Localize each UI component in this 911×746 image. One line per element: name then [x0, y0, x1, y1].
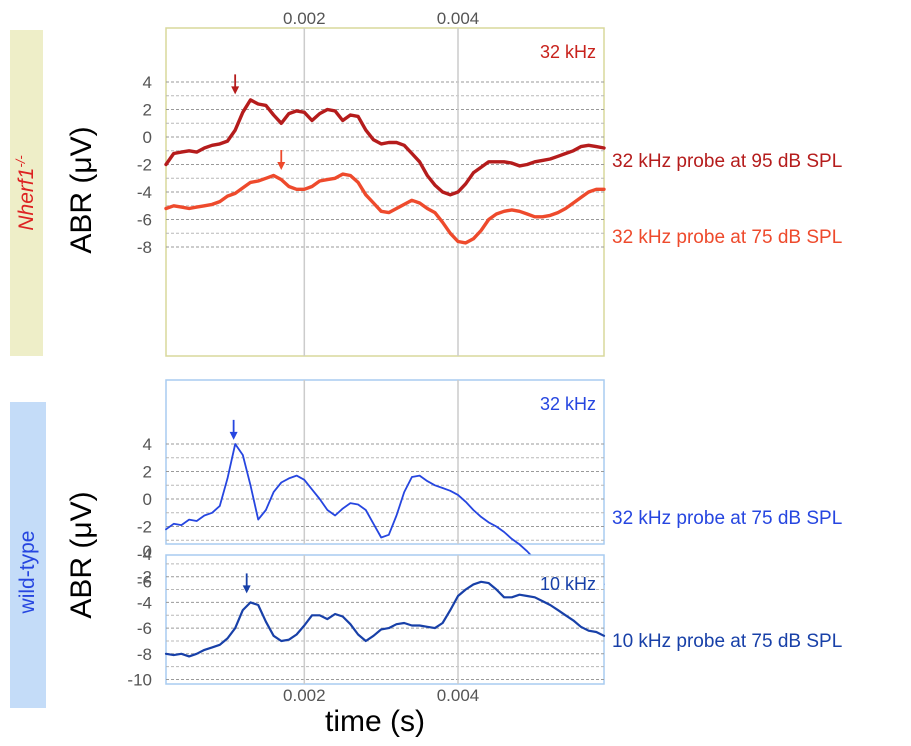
wildtype-group-band [10, 402, 46, 708]
y-tick-label: 0 [143, 542, 152, 561]
nherf1-group-band [10, 30, 43, 356]
y-tick-label: 0 [143, 490, 152, 509]
y-tick-label: 2 [143, 101, 152, 120]
y-tick-label: 2 [143, 463, 152, 482]
x-axis-label: time (s) [325, 705, 425, 738]
y-tick-label: -10 [127, 671, 152, 690]
plot-frame [165, 379, 605, 545]
y-tick-label: -6 [137, 573, 152, 592]
series-label: 32 kHz probe at 75 dB SPL [612, 227, 842, 248]
y-tick-label: -6 [137, 211, 152, 230]
x-tick-label: 0.002 [283, 9, 326, 28]
series-line [164, 172, 606, 245]
panel-1: 4 2 0 -2 -4 -6 -8 0.002 0.004 32 kHz 32 kHz probe … [137, 9, 842, 357]
peak-arrow-head [277, 162, 286, 170]
frequency-tag: 10 kHz [540, 574, 596, 594]
x-tick-label: 0.004 [437, 9, 480, 28]
y-tick-label: -8 [137, 238, 152, 257]
x-tick-label: 0.004 [437, 686, 480, 705]
peak-arrow-head [231, 86, 240, 95]
y-tick-label: -2 [137, 518, 152, 537]
frequency-tag: 32 kHz [540, 394, 596, 414]
series-line [164, 98, 606, 197]
y-tick-label: 4 [143, 73, 152, 92]
series-label: 32 kHz probe at 75 dB SPL [612, 508, 842, 529]
x-tick-label: 0.002 [283, 686, 326, 705]
y-tick-label: -4 [137, 183, 152, 202]
series-label: 10 kHz probe at 75 dB SPL [612, 631, 842, 652]
series-line [164, 580, 606, 658]
y-tick-label: -6 [137, 619, 152, 638]
y-tick-label: -8 [137, 645, 152, 664]
y-tick-label: 4 [143, 435, 152, 454]
plot-frame [165, 554, 605, 685]
y-tick-label: 0 [143, 128, 152, 147]
y-tick-label: -2 [137, 568, 152, 587]
y-tick-label: -2 [137, 156, 152, 175]
peak-arrow-head [229, 431, 238, 440]
y-tick-label: -4 [137, 545, 152, 564]
y-tick-label: -4 [137, 593, 152, 612]
peak-arrow-head [242, 585, 251, 594]
panel-2: 4 2 0 -2 -4 -6 32 kHz 32 kHz probe at 75 dB SPL [137, 379, 842, 592]
series-label: 32 kHz probe at 95 dB SPL [612, 151, 842, 172]
frequency-tag: 32 kHz [540, 42, 596, 62]
